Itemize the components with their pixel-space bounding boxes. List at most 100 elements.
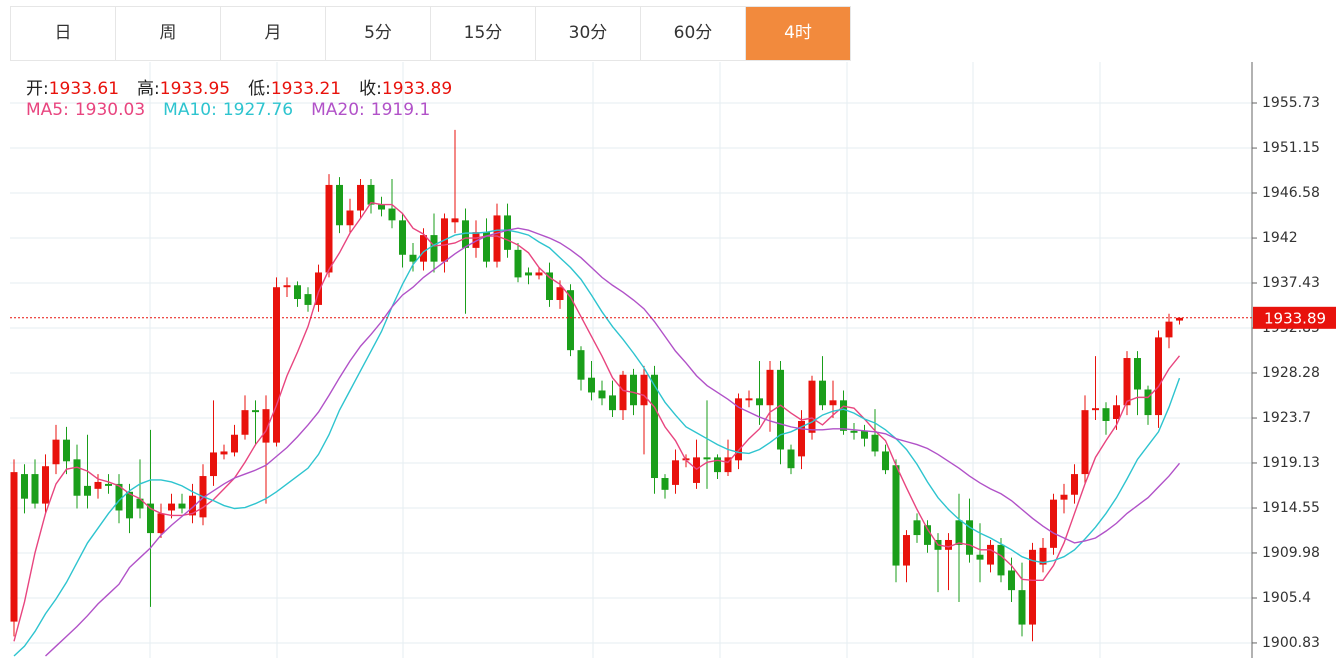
candle-body (10, 472, 18, 622)
legend-label: MA5: (26, 100, 69, 120)
candle-body (924, 525, 931, 545)
candle-body (588, 377, 595, 393)
candle-body (724, 457, 732, 473)
candle-body (430, 235, 438, 262)
tab-bar: 日周月 5分 15分 30分 60分 4时 (10, 6, 851, 61)
candle-body (420, 235, 427, 262)
candle-body (913, 520, 921, 536)
candle-body (283, 285, 291, 288)
candle-body (1039, 547, 1047, 565)
candle-body (1102, 408, 1110, 421)
candle-body (714, 457, 721, 473)
y-tick-label: 1914.55 (1262, 500, 1320, 516)
candle-body (661, 478, 669, 490)
candle-body (1113, 405, 1120, 420)
candle-body (976, 554, 984, 560)
candle-body (525, 272, 532, 276)
candle-body (94, 481, 102, 489)
tab[interactable]: 月 (221, 7, 326, 60)
candle-body (367, 184, 375, 205)
candle-body (325, 184, 333, 273)
ohlc-value: 1933.61 (48, 79, 120, 99)
tab[interactable]: 30分 (536, 7, 641, 60)
candle-body (672, 460, 679, 485)
candle-body (535, 272, 543, 276)
candle-body (630, 374, 637, 406)
ma-line (13, 201, 1181, 642)
candle-body (1092, 408, 1099, 411)
legend-label: MA20: (311, 100, 365, 120)
candle-body (997, 544, 1005, 576)
candle-body (619, 374, 627, 411)
tab[interactable]: 15分 (431, 7, 536, 60)
candle-body (1008, 570, 1015, 591)
candle-body (304, 294, 312, 305)
candle-body (693, 457, 700, 483)
legend-label: MA10: (163, 100, 217, 120)
candle-body (388, 208, 396, 221)
candle-body (609, 395, 616, 411)
candle-body (787, 449, 795, 469)
candle-body (210, 452, 217, 477)
plot (10, 129, 1183, 657)
candle-body (231, 434, 238, 453)
ohlc-label: 高: (137, 79, 160, 99)
candle-body (871, 434, 879, 452)
ohlc-value: 1933.95 (159, 79, 231, 99)
candle-body (315, 272, 322, 305)
tab[interactable]: 60分 (641, 7, 746, 60)
candle-body (52, 439, 60, 465)
candle-body (1176, 317, 1183, 321)
y-tick-label: 1955.73 (1262, 95, 1320, 111)
ohlc-value: 1933.89 (381, 79, 453, 99)
candle-body (220, 451, 228, 455)
candle-body (1123, 358, 1131, 406)
candle-body (1071, 474, 1078, 495)
candle-body (378, 204, 385, 210)
y-tick-label: 1928.28 (1262, 365, 1320, 381)
candle-body (168, 503, 175, 511)
ma-line (13, 229, 1181, 657)
candle-body (861, 430, 868, 439)
candle-body (136, 498, 144, 509)
candle-body (273, 287, 280, 443)
y-tick-label: 1951.15 (1262, 140, 1320, 156)
tab[interactable]: 日 (11, 7, 116, 60)
candle-body (451, 218, 459, 223)
y-tick-label: 1905.4 (1262, 590, 1311, 606)
candle-body (546, 272, 553, 301)
ohlc-label: 收: (359, 79, 382, 99)
candle-body (556, 287, 564, 301)
candle-body (756, 398, 763, 406)
candle-body (157, 513, 165, 534)
candle-body (808, 380, 816, 433)
candle-body (1050, 499, 1057, 548)
y-tick-label: 1946.58 (1262, 185, 1320, 201)
candle-body (483, 232, 490, 262)
candle-body (409, 254, 417, 262)
candle-body (493, 215, 501, 262)
candle-body (262, 409, 270, 443)
y-tick-label: 1923.7 (1262, 410, 1311, 426)
candle-body (472, 232, 480, 248)
tab[interactable]: 5分 (326, 7, 431, 60)
candle-body (829, 400, 837, 406)
candle-body (567, 290, 574, 351)
tab[interactable]: 4时 (746, 7, 851, 60)
y-tick-label: 1937.43 (1262, 275, 1320, 291)
candle-body (42, 466, 49, 504)
ohlc-value: 1933.21 (270, 79, 342, 99)
candle-body (766, 369, 774, 406)
candle-body (945, 539, 952, 550)
candle-body (966, 520, 973, 555)
ma-line (45, 227, 1181, 657)
tab[interactable]: 周 (116, 7, 221, 60)
candle-body (1018, 590, 1026, 625)
candle-body (735, 398, 742, 461)
candle-body (1144, 389, 1152, 416)
candle-body (504, 215, 511, 250)
candle-body (882, 451, 889, 471)
price-tag (1253, 306, 1336, 329)
